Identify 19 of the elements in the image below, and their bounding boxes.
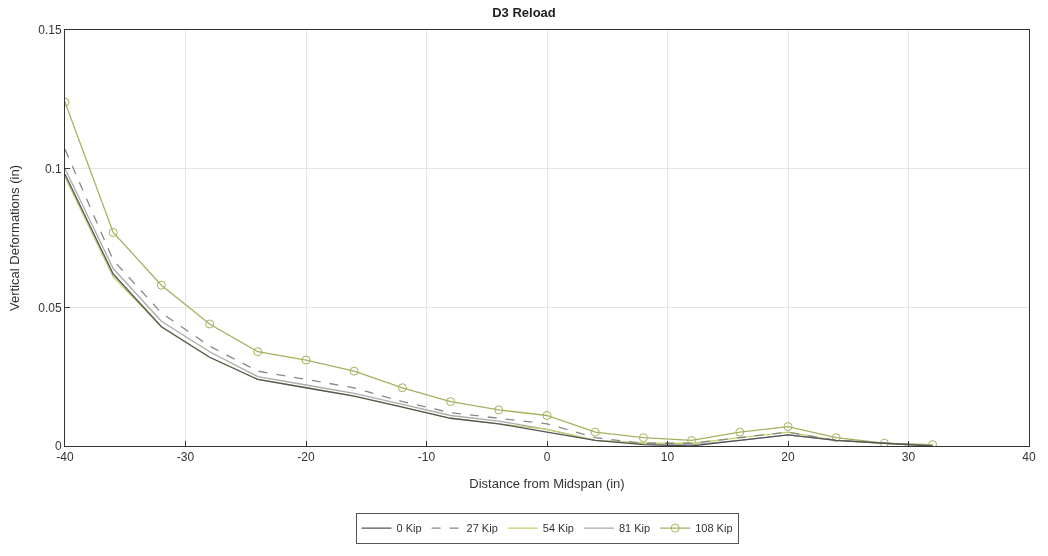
x-tick-label: 40 — [1022, 450, 1036, 465]
x-tick-label: -20 — [297, 450, 315, 465]
chart-title: D3 Reload — [492, 5, 556, 21]
legend-label: 0 Kip — [396, 522, 422, 535]
x-tick-label: 20 — [781, 450, 795, 465]
legend-label: 54 Kip — [542, 522, 574, 535]
y-tick-label: 0.15 — [38, 23, 62, 38]
y-axis-title: Vertical Deformations (in) — [7, 165, 23, 311]
y-tick-label: 0.05 — [38, 300, 62, 315]
x-tick-label: -10 — [417, 450, 436, 465]
y-tick-label: 0.1 — [44, 161, 62, 176]
x-tick-label: 30 — [901, 450, 916, 465]
legend-label: 81 Kip — [618, 522, 651, 535]
legend-label: 108 Kip — [695, 522, 733, 535]
x-tick-label: 0 — [543, 450, 551, 465]
x-tick-label: -30 — [176, 450, 195, 465]
x-axis-title: Distance from Midspan (in) — [469, 476, 625, 491]
x-tick-label: 10 — [660, 450, 675, 465]
legend-label: 27 Kip — [466, 522, 498, 535]
